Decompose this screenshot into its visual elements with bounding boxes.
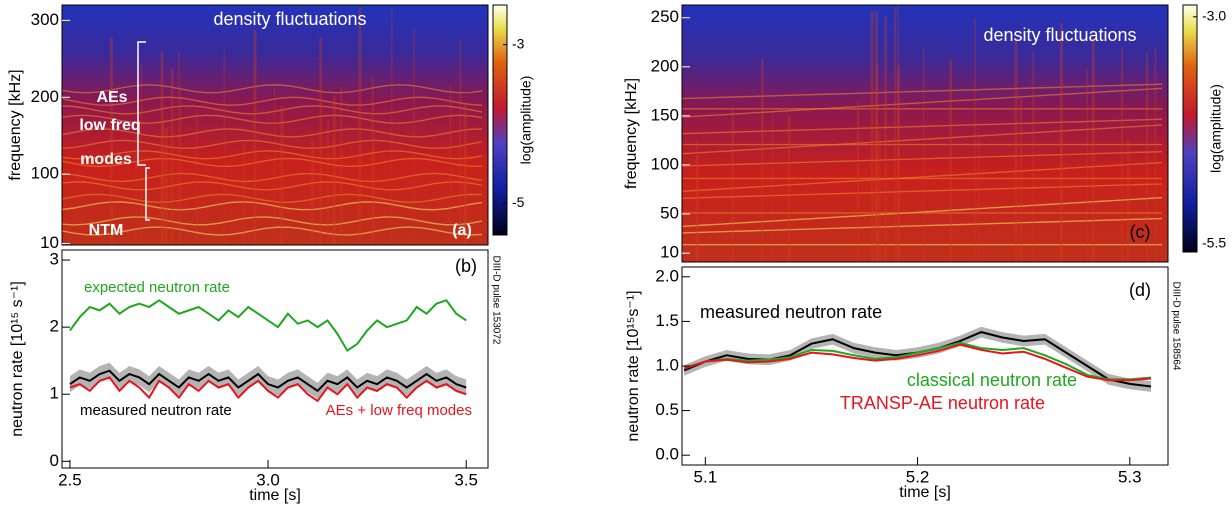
colorbar-label: log(amplitude) [1208, 84, 1224, 173]
y-tick-label: 1 [50, 384, 59, 403]
series-label: measured neutron rate [80, 402, 232, 419]
colorbar [492, 4, 508, 236]
y-axis-label: neutron rate [10¹⁵ s⁻¹] [9, 281, 26, 437]
colorbar-tick-label: -5.5 [1202, 235, 1226, 251]
y-tick-label: 1.0 [655, 355, 679, 374]
annotation: density fluctuations [213, 9, 366, 29]
series-line [683, 343, 1152, 382]
y-axis-label: frequency [kHz] [623, 78, 640, 189]
annotation: (a) [452, 222, 472, 239]
mode-streak [681, 83, 1163, 100]
annotation: (b) [455, 256, 477, 276]
mode-streak [61, 139, 483, 150]
y-tick-label: 100 [31, 164, 59, 183]
y-tick-label: 3 [50, 250, 59, 269]
x-tick-label: 2.5 [58, 470, 82, 489]
annotation: (c) [1130, 222, 1151, 242]
bracket [137, 41, 146, 166]
mode-streak [61, 201, 483, 211]
y-tick-label: 150 [651, 105, 679, 124]
y-tick-label: 10 [660, 243, 679, 262]
y-tick-label: 100 [651, 154, 679, 173]
mode-streak [681, 183, 1163, 200]
series-line [69, 369, 467, 393]
colorbar [1182, 4, 1198, 253]
annotation: low freq [79, 117, 140, 134]
series-line [69, 299, 467, 353]
mode-streak [61, 172, 483, 183]
spectrogram-image [62, 5, 488, 245]
annotation: DIII-D pulse 158564 [1170, 282, 1181, 371]
series-label: AEs + low freq modes [326, 402, 472, 419]
colorbar-tick-label: -5 [512, 194, 525, 210]
x-tick-label: 3.5 [454, 470, 478, 489]
uncertainty-band [69, 362, 467, 399]
mode-streak [681, 124, 1163, 155]
bracket [145, 167, 150, 221]
x-axis-label: time [s] [249, 487, 301, 504]
series-label: expected neutron rate [84, 279, 230, 296]
mode-streak [61, 84, 483, 94]
mode-streak [61, 181, 483, 191]
mode-streak [61, 96, 483, 106]
y-tick-label: 300 [31, 10, 59, 29]
y-tick-label: 2.0 [655, 266, 679, 285]
mode-streak [61, 114, 483, 125]
x-tick-label: 5.2 [906, 467, 930, 486]
mode-streak [681, 196, 1163, 228]
mode-streak [61, 150, 483, 160]
y-axis-label: frequency [kHz] [7, 69, 24, 180]
series-line [683, 341, 1152, 381]
x-tick-label: 3.0 [256, 470, 280, 489]
mode-streak [61, 105, 483, 115]
plot-frame [61, 249, 489, 469]
mode-streak [681, 150, 1163, 167]
annotation: modes [80, 151, 132, 168]
annotation: AEs [96, 89, 127, 106]
plot-frame [61, 4, 489, 246]
mode-streak [681, 161, 1163, 193]
colorbar-tick-label: -3 [512, 35, 525, 51]
annotation: (d) [1129, 280, 1151, 300]
series-label: TRANSP-AE neutron rate [840, 393, 1045, 413]
colorbar-label: log(amplitude) [518, 76, 534, 165]
mode-streak [681, 217, 1163, 234]
mode-streak [61, 193, 483, 203]
y-tick-label: 250 [651, 7, 679, 26]
mode-streak [61, 216, 483, 226]
annotation: DIII-D pulse 153072 [490, 256, 501, 345]
series-label: classical neutron rate [907, 370, 1077, 390]
y-tick-label: 1.5 [655, 311, 679, 330]
y-tick-label: 200 [651, 56, 679, 75]
y-tick-label: 2 [50, 317, 59, 336]
y-axis-label: neutron rate [10¹⁵s⁻¹] [625, 290, 642, 441]
series-line [69, 376, 467, 403]
y-tick-label: 10 [40, 233, 59, 252]
spectrogram-image [682, 5, 1168, 262]
mode-streak [61, 157, 483, 168]
annotation: density fluctuations [983, 25, 1136, 45]
y-tick-label: 0.0 [655, 445, 679, 464]
mode-streak [681, 87, 1163, 118]
mode-streak [61, 128, 483, 138]
x-tick-label: 5.1 [694, 467, 718, 486]
mode-streak [681, 118, 1163, 135]
annotation: NTM [89, 222, 124, 239]
series-label: measured neutron rate [700, 302, 882, 322]
x-axis-label: time [s] [899, 484, 951, 501]
plot-frame [681, 4, 1169, 263]
y-tick-label: 0.5 [655, 400, 679, 419]
y-tick-label: 0 [50, 451, 59, 470]
colorbar-tick-label: -3.0 [1202, 8, 1226, 24]
y-tick-label: 50 [660, 203, 679, 222]
mode-streak [61, 226, 483, 236]
uncertainty-band [684, 326, 1152, 392]
x-tick-label: 5.3 [1118, 467, 1142, 486]
y-tick-label: 200 [31, 87, 59, 106]
